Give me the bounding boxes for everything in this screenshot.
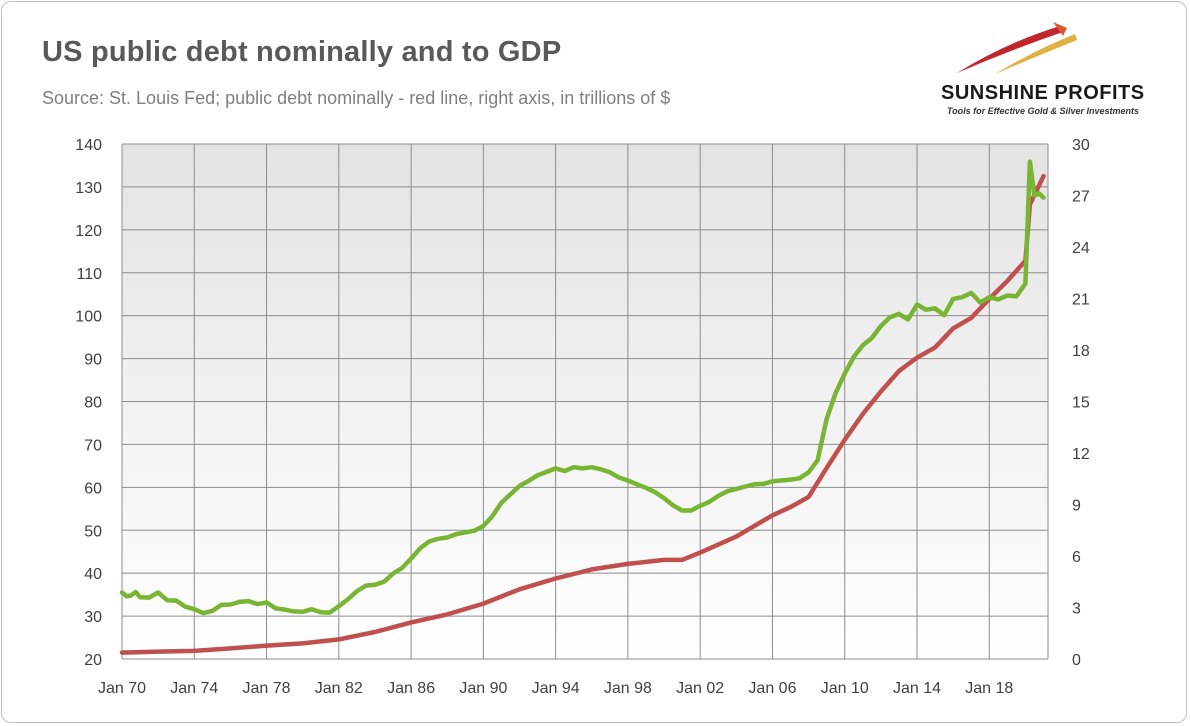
y-left-tick-label: 20 (84, 652, 102, 669)
chart-title: US public debt nominally and to GDP (42, 36, 562, 68)
logo-gold-swoosh (995, 34, 1077, 74)
sunshine-profits-logo: SUNSHINE PROFITS Tools for Effective Gol… (935, 18, 1175, 118)
x-tick-label: Jan 70 (98, 680, 146, 697)
x-tick-label: Jan 06 (748, 680, 796, 697)
y-right-tick-label: 9 (1072, 498, 1081, 515)
y-right-tick-label: 6 (1072, 549, 1081, 566)
x-tick-label: Jan 94 (532, 680, 580, 697)
y-right-tick-label: 12 (1072, 446, 1090, 463)
y-left-tick-label: 90 (84, 352, 102, 369)
y-right-tick-label: 0 (1072, 652, 1081, 669)
y-left-tick-label: 80 (84, 395, 102, 412)
y-left-tick-label: 110 (76, 266, 102, 283)
x-tick-label: Jan 86 (387, 680, 435, 697)
y-left-tick-label: 30 (84, 609, 102, 626)
logo-swoosh-icon (957, 22, 1077, 74)
y-left-tick-label: 50 (84, 523, 102, 540)
logo-spark (1053, 22, 1067, 36)
x-tick-label: Jan 98 (604, 680, 652, 697)
x-tick-label: Jan 90 (459, 680, 507, 697)
x-tick-label: Jan 18 (965, 680, 1013, 697)
x-tick-label: Jan 14 (893, 680, 941, 697)
logo-red-swoosh (957, 26, 1063, 73)
y-right-tick-label: 30 (1072, 137, 1090, 154)
x-tick-label: Jan 02 (676, 680, 724, 697)
gridlines (121, 143, 1049, 660)
y-left-tick-label: 120 (75, 223, 102, 240)
series-line-debt-to-gdp (119, 159, 1046, 616)
logo-tagline: Tools for Effective Gold & Silver Invest… (947, 106, 1140, 116)
logo-name: SUNSHINE PROFITS (941, 82, 1145, 104)
y-right-tick-label: 18 (1072, 343, 1090, 360)
y-right-tick-label: 15 (1072, 395, 1090, 412)
y-left-tick-label: 130 (75, 180, 102, 197)
series-line-debt-nominal (119, 173, 1046, 655)
y-right-tick-label: 27 (1072, 189, 1090, 206)
tick-labels: 20 30 40 50 60 70 80 90 100 110 120 130 140 0 3 6 9 12 15 1… (75, 137, 1090, 697)
y-left-tick-label: 60 (84, 480, 102, 497)
y-right-tick-label: 3 (1072, 601, 1081, 618)
y-left-tick-label: 140 (75, 137, 102, 154)
x-tick-label: Jan 10 (821, 680, 869, 697)
y-right-tick-label: 24 (1072, 240, 1090, 257)
y-left-tick-label: 100 (75, 309, 102, 326)
y-left-tick-label: 70 (84, 437, 102, 454)
x-tick-label: Jan 82 (315, 680, 363, 697)
series-lines (119, 159, 1046, 655)
x-tick-label: Jan 78 (243, 680, 291, 697)
y-left-tick-label: 40 (84, 566, 102, 583)
x-tick-label: Jan 74 (170, 680, 218, 697)
chart-subtitle: Source: St. Louis Fed; public debt nomin… (42, 88, 671, 108)
y-right-tick-label: 21 (1072, 292, 1090, 309)
